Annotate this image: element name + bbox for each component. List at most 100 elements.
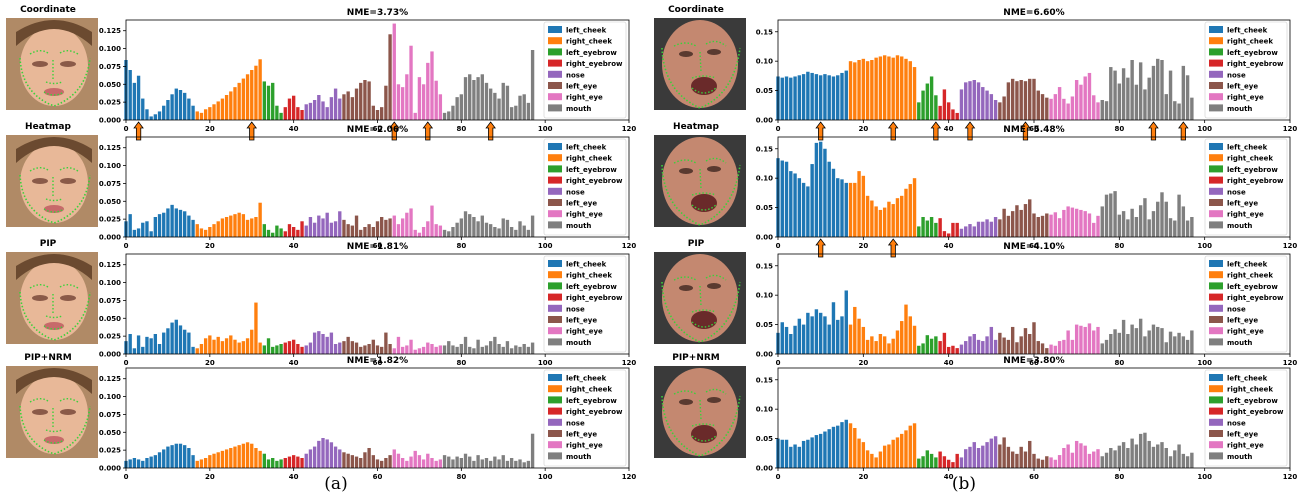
- legend-box: [543, 21, 627, 119]
- bar: [955, 453, 959, 468]
- bar: [1164, 342, 1168, 354]
- bar: [421, 84, 426, 120]
- bar: [371, 105, 375, 120]
- bar: [844, 182, 848, 237]
- bar: [463, 77, 468, 120]
- bar: [468, 346, 472, 354]
- bar: [497, 98, 501, 120]
- legend-label: right_eyebrow: [1227, 294, 1284, 302]
- legend-label: right_eyebrow: [1227, 408, 1284, 416]
- bar: [1181, 206, 1186, 237]
- legend-swatch: [1209, 37, 1223, 45]
- bar: [891, 338, 895, 354]
- bar: [371, 455, 375, 468]
- bar: [1087, 453, 1092, 468]
- bar: [853, 182, 857, 237]
- bar: [346, 91, 350, 120]
- bar: [300, 221, 304, 237]
- x-tick-label: 100: [538, 125, 553, 133]
- bar: [388, 455, 392, 468]
- bar: [1019, 209, 1023, 237]
- bar: [442, 345, 447, 354]
- arrow-marker: [1020, 121, 1031, 141]
- bar: [998, 444, 1002, 468]
- bar: [493, 227, 497, 237]
- bar: [136, 228, 141, 237]
- bar: [396, 336, 401, 354]
- bar: [283, 342, 287, 354]
- legend-label: left_eye: [566, 83, 597, 91]
- bar: [1040, 215, 1045, 237]
- bar: [934, 457, 938, 468]
- bar: [857, 318, 861, 354]
- bar: [921, 456, 925, 468]
- mouth-shape: [691, 77, 717, 95]
- bar: [384, 458, 388, 468]
- bar: [530, 342, 535, 354]
- bar: [831, 168, 836, 237]
- method-label-b-pip-plus-nrm: PIP+NRM: [672, 353, 720, 363]
- bar: [917, 226, 921, 237]
- bar: [384, 332, 388, 354]
- legend-swatch: [548, 48, 562, 56]
- y-tick-label: 0.025: [99, 99, 121, 107]
- bar: [1130, 60, 1134, 120]
- bar: [1104, 339, 1109, 354]
- bar: [254, 302, 258, 354]
- bar: [942, 456, 947, 468]
- bar: [1023, 451, 1028, 468]
- bar: [321, 334, 325, 354]
- bar: [882, 207, 887, 237]
- bar: [1138, 205, 1143, 237]
- arrow-marker: [246, 121, 258, 141]
- bar: [1066, 206, 1070, 237]
- bar: [1185, 220, 1190, 237]
- bar: [1126, 448, 1130, 468]
- bar: [1143, 89, 1147, 120]
- bar: [908, 184, 912, 237]
- bar: [780, 439, 784, 468]
- legend-swatch: [1209, 187, 1223, 195]
- bar: [384, 219, 388, 237]
- bar: [989, 326, 994, 354]
- legend-swatch: [548, 430, 562, 437]
- arrow-marker: [887, 121, 899, 141]
- bar: [367, 81, 371, 120]
- bar: [1074, 324, 1079, 354]
- legend-label: right_eye: [566, 442, 603, 450]
- y-tick-label: 0.15: [756, 145, 773, 153]
- bar: [442, 455, 447, 468]
- bar: [1053, 345, 1058, 354]
- bar: [818, 75, 823, 120]
- legend-label: left_eyebrow: [566, 49, 617, 57]
- bar: [174, 443, 178, 468]
- bar: [942, 332, 947, 354]
- bar: [993, 100, 998, 120]
- bar: [220, 341, 225, 354]
- bar: [1032, 78, 1036, 120]
- bar: [342, 341, 346, 354]
- bar: [371, 339, 375, 354]
- x-tick-label: 100: [1197, 473, 1212, 481]
- legend-label: left_eye: [1227, 200, 1258, 208]
- legend-swatch: [548, 82, 562, 89]
- bar: [279, 228, 283, 237]
- x-tick-label: 20: [858, 473, 868, 481]
- y-tick-label: 0.075: [99, 63, 121, 71]
- bar: [153, 114, 158, 120]
- bar: [870, 453, 874, 468]
- bar: [865, 61, 870, 120]
- bar: [1181, 65, 1186, 120]
- bar: [208, 335, 212, 354]
- bar: [296, 456, 300, 468]
- legend-label: nose: [1227, 188, 1246, 196]
- y-tick-label: 0.075: [99, 297, 121, 305]
- right-eye-shape: [707, 397, 721, 403]
- chart-container-b-coordinate: NME=6.60% 0.00 0.05 0.10 0.15 0 20 40 60 80 100 120…: [750, 4, 1297, 146]
- bar: [333, 88, 338, 120]
- bar: [266, 338, 271, 354]
- bar: [959, 344, 964, 354]
- legend-swatch: [1209, 430, 1223, 437]
- bar: [359, 229, 363, 237]
- bar-chart-a-coordinate: NME=3.73% 0.000 0.025 0.050 0.075 0.100 0.125 0…: [99, 8, 636, 141]
